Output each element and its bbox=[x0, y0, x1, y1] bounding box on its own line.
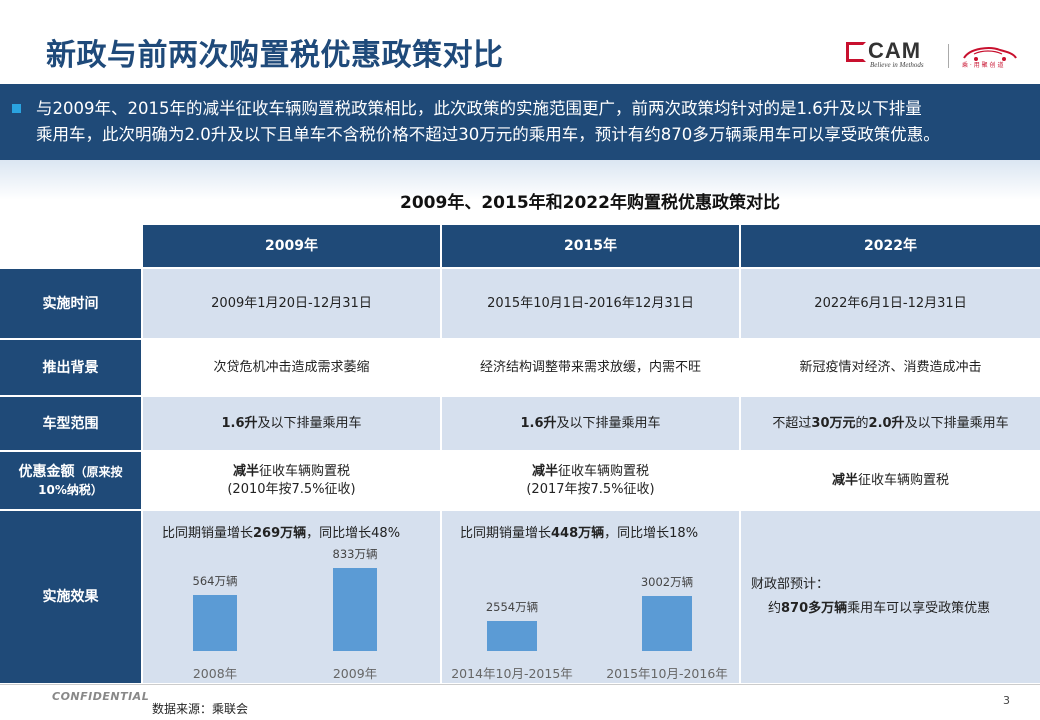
discount-2009-bold: 减半 bbox=[232, 463, 259, 479]
effect-2009-post: ，同比增长48% bbox=[306, 526, 401, 541]
discount-label-note-2: 10%纳税） bbox=[38, 482, 103, 497]
data-label-2015-2016: 3002万辆 bbox=[640, 575, 694, 590]
row-label-discount: 优惠金额（原来按 10%纳税） bbox=[0, 452, 141, 509]
cell-effect-2022: 财政部预计： 约870多万辆乘用车可以享受政策优惠 bbox=[741, 511, 1040, 683]
cell-discount-2022: 减半征收车辆购置税 bbox=[741, 452, 1040, 509]
discount-label-note-1: （原来按 bbox=[74, 464, 123, 479]
effect-2015-bold: 448万辆 bbox=[551, 526, 605, 541]
cam-logo-mark-icon bbox=[846, 42, 866, 62]
effect-2009-pre: 比同期销量增长 bbox=[162, 526, 254, 541]
summary-line-2: 乘用车，此次明确为2.0升及以下且单车不含税价格不超过30万元的乘用车，预计有约… bbox=[36, 125, 940, 144]
cell-scope-2015: 1.6升及以下排量乘用车 bbox=[442, 397, 739, 450]
car-logo-tagline: 乘 · 用 聚 创 道 bbox=[962, 62, 1004, 69]
car-logo: 乘 · 用 聚 创 道 bbox=[960, 44, 1020, 70]
discount-2009-rest: 征收车辆购置税 bbox=[259, 463, 351, 479]
category-label-2015-2016: 2015年10月-2016年 bbox=[606, 666, 728, 681]
data-label-2008: 564万辆 bbox=[192, 573, 238, 588]
bar-2009 bbox=[333, 567, 377, 651]
bar-2008 bbox=[193, 594, 237, 651]
chart-2015-sales: 2554万辆 3002万辆 2014年10月-2015年 2015年10月-20… bbox=[442, 511, 739, 683]
data-label-2009: 833万辆 bbox=[332, 546, 378, 561]
cell-scope-2022: 不超过30万元的2.0升及以下排量乘用车 bbox=[741, 397, 1040, 450]
cell-time-2015: 2015年10月1日-2016年12月31日 bbox=[442, 269, 739, 338]
column-header-2009: 2009年 bbox=[143, 225, 440, 267]
row-label-implement-time: 实施时间 bbox=[0, 269, 141, 338]
effect-2015-pre: 比同期销量增长 bbox=[460, 526, 552, 541]
column-header-2022: 2022年 bbox=[741, 225, 1040, 267]
scope-2009-bold: 1.6升 bbox=[221, 415, 258, 431]
discount-2015-rest: 征收车辆购置税 bbox=[558, 463, 650, 479]
bar-2015-2016 bbox=[642, 596, 692, 651]
cell-time-2009: 2009年1月20日-12月31日 bbox=[143, 269, 440, 338]
scope-2022-mid: 的 bbox=[855, 415, 869, 431]
cell-background-2015: 经济结构调整带来需求放缓，内需不旺 bbox=[442, 340, 739, 395]
discount-2009-note: (2010年按7.5%征收) bbox=[227, 481, 356, 497]
effect-2015-headline: 比同期销量增长448万辆，同比增长18% bbox=[460, 522, 698, 541]
category-label-2009: 2009年 bbox=[332, 666, 378, 681]
category-label-2014-2015: 2014年10月-2015年 bbox=[451, 666, 573, 681]
data-label-2014-2015: 2554万辆 bbox=[485, 599, 539, 614]
car-logo-icon bbox=[963, 47, 1017, 61]
scope-2015-rest: 及以下排量乘用车 bbox=[556, 415, 661, 431]
effect-2022-bold: 870多万辆 bbox=[781, 601, 848, 616]
comparison-table: 2009年 2015年 2022年 实施时间 2009年1月20日-12月31日… bbox=[0, 225, 1040, 683]
scope-2022-bold2: 2.0升 bbox=[868, 415, 905, 431]
discount-2022-rest: 征收车辆购置税 bbox=[858, 472, 950, 488]
slide-header: 新政与前两次购置税优惠政策对比 CAM Believe in Methods 乘… bbox=[0, 0, 1040, 82]
row-label-background: 推出背景 bbox=[0, 340, 141, 395]
cell-background-2022: 新冠疫情对经济、消费造成冲击 bbox=[741, 340, 1040, 395]
scope-2022-bold1: 30万元 bbox=[811, 415, 856, 431]
category-label-2008: 2008年 bbox=[192, 666, 238, 681]
scope-2022-pre: 不超过 bbox=[772, 415, 812, 431]
column-header-2015: 2015年 bbox=[442, 225, 739, 267]
bullet-square-icon bbox=[12, 104, 21, 113]
bar-2014-2015 bbox=[487, 620, 537, 651]
confidential-label: CONFIDENTIAL bbox=[52, 690, 150, 703]
chart-2009-sales: 564万辆 833万辆 2008年 2009年 bbox=[143, 511, 440, 683]
scope-2015-bold: 1.6升 bbox=[520, 415, 557, 431]
summary-text: 与2009年、2015年的减半征收车辆购置税政策相比，此次政策的实施范围更广，前… bbox=[36, 96, 1040, 148]
table-title: 2009年、2015年和2022年购置税优惠政策对比 bbox=[400, 193, 780, 213]
summary-banner: 与2009年、2015年的减半征收车辆购置税政策相比，此次政策的实施范围更广，前… bbox=[0, 84, 1040, 160]
effect-2015-post: ，同比增长18% bbox=[604, 526, 699, 541]
cell-discount-2009: 减半征收车辆购置税 (2010年按7.5%征收) bbox=[143, 452, 440, 509]
row-label-effect: 实施效果 bbox=[0, 511, 141, 683]
scope-2022-rest: 及以下排量乘用车 bbox=[904, 415, 1009, 431]
logo-divider bbox=[948, 44, 949, 68]
discount-2015-bold: 减半 bbox=[531, 463, 558, 479]
effect-2009-bold: 269万辆 bbox=[253, 526, 307, 541]
effect-2022-post: 乘用车可以享受政策优惠 bbox=[847, 601, 991, 616]
discount-2015-note: (2017年按7.5%征收) bbox=[526, 481, 655, 497]
cam-logo-tagline: Believe in Methods bbox=[870, 61, 924, 69]
summary-line-1: 与2009年、2015年的减半征收车辆购置税政策相比，此次政策的实施范围更广，前… bbox=[36, 99, 922, 118]
discount-label-main: 优惠金额 bbox=[18, 463, 75, 480]
effect-2022-pre: 约 bbox=[768, 601, 782, 616]
row-label-scope: 车型范围 bbox=[0, 397, 141, 450]
cell-time-2022: 2022年6月1日-12月31日 bbox=[741, 269, 1040, 338]
cam-logo: CAM Believe in Methods bbox=[846, 38, 946, 72]
cell-discount-2015: 减半征收车辆购置税 (2017年按7.5%征收) bbox=[442, 452, 739, 509]
scope-2009-rest: 及以下排量乘用车 bbox=[257, 415, 362, 431]
cell-background-2009: 次贷危机冲击造成需求萎缩 bbox=[143, 340, 440, 395]
page-title: 新政与前两次购置税优惠政策对比 bbox=[46, 38, 504, 73]
data-source: 数据来源：乘联会 bbox=[152, 702, 249, 716]
cam-logo-text: CAM bbox=[868, 38, 922, 63]
discount-2022-bold: 减半 bbox=[831, 472, 858, 488]
effect-2022-line1: 财政部预计： bbox=[751, 577, 830, 592]
banner-fade bbox=[0, 160, 1040, 200]
footer-divider bbox=[0, 684, 1040, 685]
effect-2009-headline: 比同期销量增长269万辆，同比增长48% bbox=[162, 522, 400, 541]
cell-effect-2009 bbox=[143, 511, 440, 683]
page-number: 3 bbox=[1003, 694, 1010, 707]
cell-scope-2009: 1.6升及以下排量乘用车 bbox=[143, 397, 440, 450]
